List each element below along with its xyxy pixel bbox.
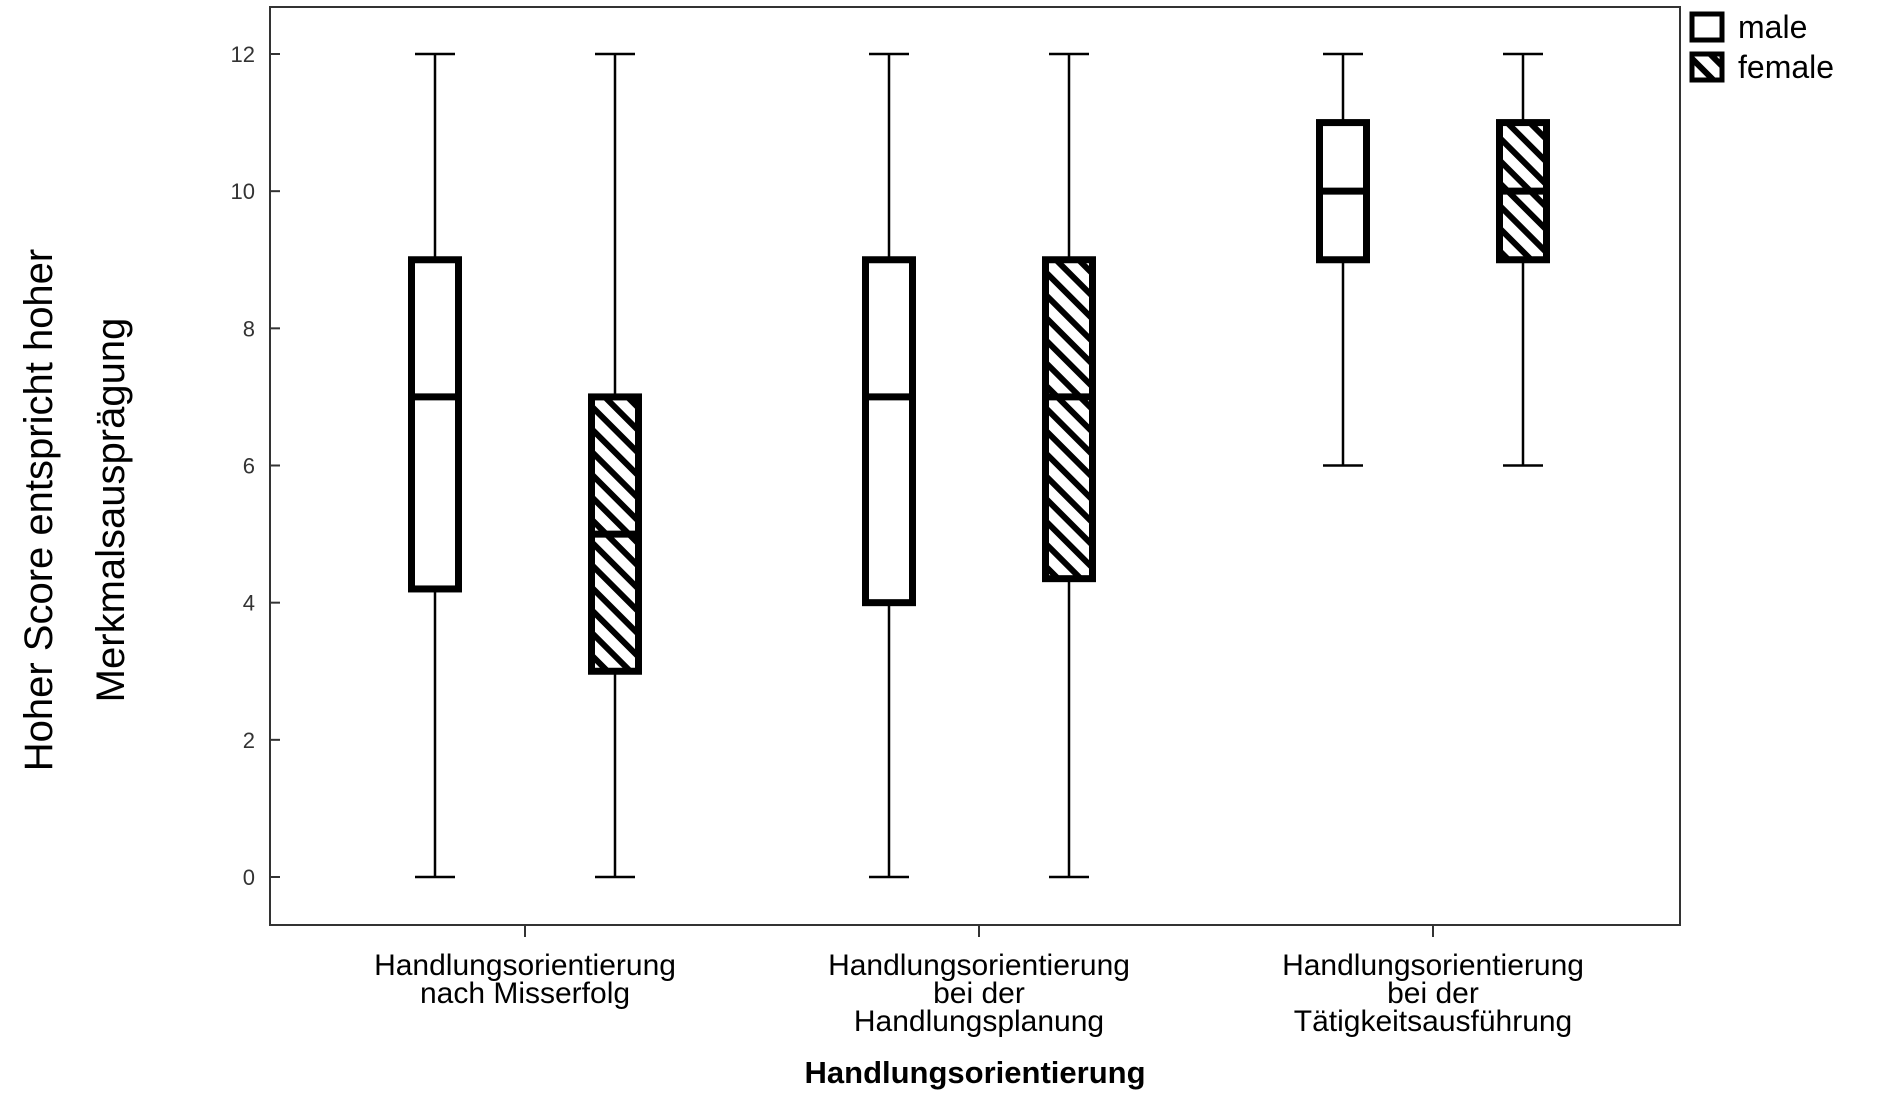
- y-tick-label: 4: [243, 591, 255, 616]
- x-category-label-line: Handlungsplanung: [854, 1005, 1104, 1038]
- x-category-label-line: bei der: [1387, 977, 1479, 1010]
- x-category-label-line: Handlungsorientierung: [828, 949, 1130, 982]
- x-category-label-line: nach Misserfolg: [420, 977, 630, 1010]
- y-tick-label: 8: [243, 316, 255, 341]
- y-tick-label: 12: [231, 42, 255, 67]
- box-iqr: [408, 256, 462, 593]
- legend-swatch-male: [1689, 11, 1725, 43]
- y-tick-label: 2: [243, 728, 255, 753]
- x-category-label-line: bei der: [933, 977, 1025, 1010]
- y-axis-title-line: Hoher Score entspricht hoher: [17, 249, 61, 772]
- box-female-1: [588, 52, 642, 879]
- box-female-2: [1042, 52, 1096, 879]
- box-male-1: [408, 52, 462, 879]
- box-male-3: [1316, 52, 1370, 467]
- y-axis-title: Hoher Score entspricht hoher Merkmalsausp…: [17, 249, 133, 772]
- box-male-2: [862, 52, 916, 879]
- legend-label-female: female: [1738, 49, 1834, 85]
- plot-frame: [269, 6, 1681, 926]
- x-category-label-line: Tätigkeitsausführung: [1294, 1005, 1573, 1038]
- box-female-3: [1496, 52, 1550, 467]
- legend-swatch-female: [1689, 51, 1725, 83]
- y-tick-label: 10: [231, 179, 255, 204]
- y-axis-title-line: Merkmalsausprägung: [89, 318, 133, 703]
- x-category-label-line: Handlungsorientierung: [1282, 949, 1584, 982]
- x-category-label-line: Handlungsorientierung: [374, 949, 676, 982]
- x-axis-title: Handlungsorientierung: [805, 1055, 1146, 1090]
- box-iqr: [862, 256, 916, 607]
- legend-label-male: male: [1738, 9, 1807, 45]
- box-iqr: [1042, 256, 1096, 583]
- y-tick-label: 0: [243, 865, 255, 890]
- legend: male female: [1689, 9, 1834, 85]
- y-tick-label: 6: [243, 454, 255, 479]
